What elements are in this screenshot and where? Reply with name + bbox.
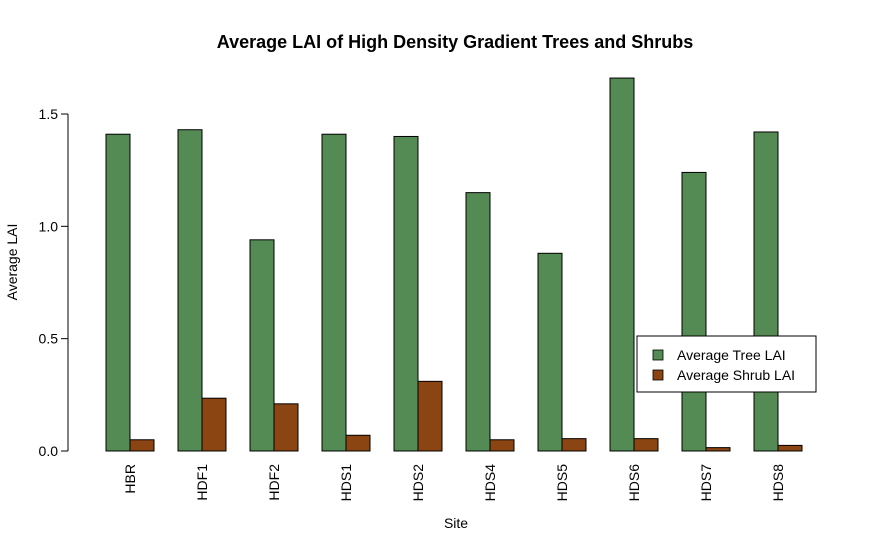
- shrub-bar-hbr: [129, 439, 155, 452]
- tree-bar-hds1: [321, 133, 347, 452]
- x-tick-label-hds7: HDS7: [698, 464, 714, 502]
- shrub-bar-hdf1: [201, 397, 227, 452]
- shrub-bar-hds5: [561, 438, 587, 452]
- x-tick-label-hds5: HDS5: [554, 464, 570, 502]
- y-tick-label: 0.0: [39, 443, 59, 459]
- tree-bar-hds2: [393, 135, 419, 452]
- shrub-bar-hds1: [345, 434, 371, 452]
- tree-bar-hds7: [681, 171, 707, 452]
- x-axis-label: Site: [444, 515, 468, 531]
- x-tick-label-hds8: HDS8: [770, 464, 786, 502]
- shrub-bar-hds2: [417, 380, 443, 452]
- shrub-bar-hds8: [777, 444, 803, 452]
- shrub-bar-hdf2: [273, 403, 299, 452]
- legend-swatch-tree: [652, 349, 664, 361]
- x-tick-label-hdf2: HDF2: [266, 464, 282, 501]
- y-tick-label: 0.5: [39, 331, 59, 347]
- x-tick-label-hbr: HBR: [122, 464, 138, 494]
- tree-bar-hdf1: [177, 129, 203, 452]
- tree-bar-hds5: [537, 252, 563, 452]
- x-tick-label-hdf1: HDF1: [194, 464, 210, 501]
- legend-label-tree: Average Tree LAI: [677, 347, 786, 363]
- y-tick-label: 1.0: [39, 218, 59, 234]
- shrub-bar-hds6: [633, 438, 659, 452]
- tree-bar-hds6: [609, 77, 635, 452]
- legend-box: [636, 335, 817, 393]
- legend: Average Tree LAI Average Shrub LAI: [636, 335, 817, 393]
- x-tick-labels: HBR HDF1 HDF2 HDS1 HDS2 HDS4 HDS5 HDS6 HDS7 HDS8: [122, 464, 786, 502]
- x-tick-label-hds4: HDS4: [482, 464, 498, 502]
- chart-title: Average LAI of High Density Gradient Tre…: [217, 32, 693, 52]
- y-axis: 0.0 0.5 1.0 1.5: [39, 106, 69, 459]
- tree-bar-hdf2: [249, 239, 275, 452]
- legend-swatch-shrub: [652, 369, 664, 381]
- shrub-bar-hds7: [705, 447, 731, 452]
- y-axis-label: Average LAI: [4, 224, 20, 301]
- tree-bar-hds4: [465, 192, 491, 452]
- tree-bar-hbr: [105, 133, 131, 452]
- tree-bar-hds8: [753, 131, 779, 452]
- x-tick-label-hds2: HDS2: [410, 464, 426, 502]
- legend-label-shrub: Average Shrub LAI: [677, 367, 795, 383]
- y-tick-label: 1.5: [39, 106, 59, 122]
- bars-group: [105, 77, 803, 452]
- x-tick-label-hds1: HDS1: [338, 464, 354, 502]
- x-tick-label-hds6: HDS6: [626, 464, 642, 502]
- shrub-bar-hds4: [489, 439, 515, 452]
